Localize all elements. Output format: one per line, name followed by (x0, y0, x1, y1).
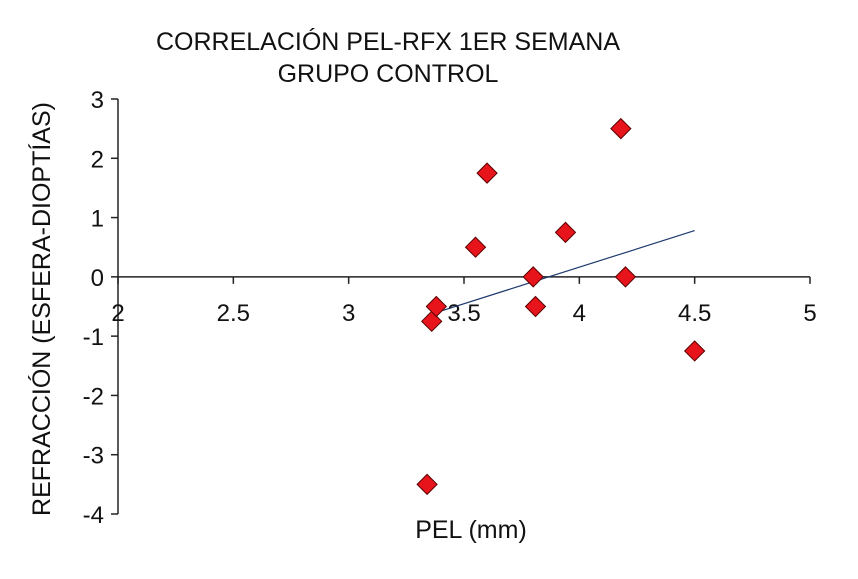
data-point (522, 266, 544, 288)
trendline-group (426, 230, 695, 316)
data-point (416, 473, 438, 496)
data-point (554, 221, 577, 244)
chart-title: CORRELACIÓN PEL-RFX 1ER SEMANA (156, 27, 620, 56)
x-tick-label: 2.5 (217, 300, 250, 327)
x-tick-label: 2 (111, 300, 124, 327)
data-point (524, 295, 547, 318)
trendline (426, 230, 695, 316)
x-tick-label: 3.5 (447, 300, 480, 327)
chart-subtitle: GRUPO CONTROL (278, 60, 499, 88)
data-point (464, 236, 487, 258)
x-tick-label: 4.5 (678, 300, 711, 327)
y-tick-label: -3 (83, 443, 104, 470)
y-axis-title: REFRACCIÓN (ESFERA-DIOPTÍAS) (27, 102, 56, 516)
x-tick-label: 4 (573, 300, 586, 327)
y-tick-label: -2 (83, 383, 104, 410)
data-point (425, 295, 448, 318)
y-tick-label: 2 (91, 146, 104, 173)
data-point (610, 117, 632, 140)
x-tick-label: 5 (803, 300, 816, 327)
data-point (614, 266, 637, 288)
data-point (476, 162, 498, 184)
x-tick-label: 3 (342, 300, 355, 327)
y-tick-label: 3 (91, 87, 104, 114)
data-points (416, 117, 706, 496)
data-point (683, 340, 706, 362)
y-tick-label: -4 (83, 502, 104, 529)
y-tick-label: 1 (91, 206, 104, 233)
x-axis-title: PEL (mm) (415, 516, 527, 544)
axes: 3 2 1 0 -1 -2 -3 -4 2 2.5 3 3.5 4 4.5 5 (83, 87, 817, 529)
y-tick-label: -1 (83, 324, 104, 351)
y-tick-label: 0 (91, 265, 104, 292)
